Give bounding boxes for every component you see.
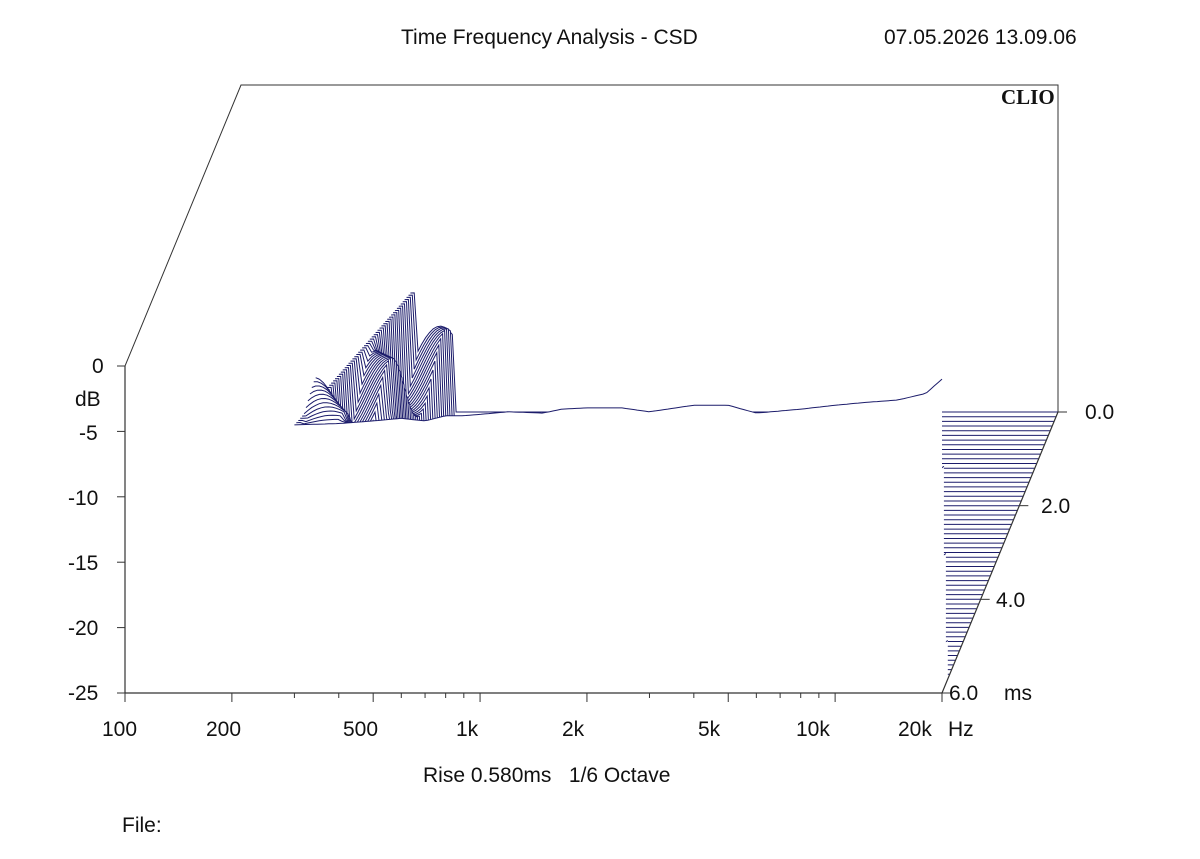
z-tick-label: 4.0 [996,589,1026,612]
y-tick-label: -20 [68,617,99,640]
z-tick-label: 0.0 [1085,401,1115,424]
file-label: File: [122,814,162,837]
decay-slice-trace [408,294,1057,418]
decay-slice-fill [410,292,1058,412]
z-axis-line [941,411,1059,694]
waterfall-group [117,84,1067,702]
z-tick-label: 2.0 [1041,495,1071,518]
timestamp: 07.05.2026 13.09.06 [884,26,1077,49]
x-tick-label: 20k [898,718,932,741]
y-tick-label: -25 [68,682,99,705]
chart-title: Time Frequency Analysis - CSD [401,26,698,49]
x-tick-label: 500 [343,718,379,741]
decay-slice-trace [410,292,1058,413]
decay-slice-fill [406,297,1055,422]
decay-slice-trace [294,378,943,426]
x-tick-label: 10k [796,718,830,741]
x-unit-label: Hz [948,718,974,741]
decay-slice-trace [406,296,1055,422]
y-tick-label: -5 [79,422,98,445]
z-tick-label: 6.0 [949,682,979,705]
clio-logo: CLIO [1001,85,1055,109]
y-axis-label: dB [75,388,101,411]
x-tick-label: 1k [456,718,479,741]
x-tick-label: 2k [562,718,585,741]
decay-slice-fill [294,379,942,693]
x-tick-label: 100 [102,718,138,741]
y-tick-label: -10 [68,487,99,510]
decay-slice-fill [408,295,1057,417]
measurement-info: Rise 0.580ms 1/6 Octave [423,764,671,787]
z-unit-label: ms [1004,682,1032,705]
x-tick-label: 200 [206,718,242,741]
x-tick-label: 5k [698,718,721,741]
y-tick-label: 0 [92,355,104,378]
y-tick-label: -15 [68,552,99,575]
